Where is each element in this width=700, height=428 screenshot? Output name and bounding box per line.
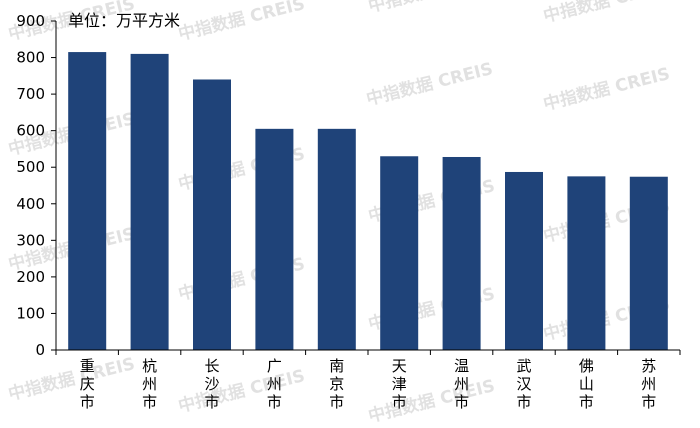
x-category-label: 广州市 [267,357,282,411]
bar-9 [629,176,668,350]
bar-3 [255,128,294,350]
x-category-label: 武汉市 [516,357,531,411]
watermark-text: 中指数据 CREIS [366,0,497,17]
y-tick-label: 0 [35,341,45,359]
y-tick-label: 800 [16,49,45,67]
bar-4 [317,128,356,350]
x-category-label: 天津市 [392,357,407,411]
x-category-label: 佛山市 [579,357,594,411]
bar-0 [68,52,107,350]
x-category-label: 温州市 [454,357,469,411]
x-axis-labels: 重庆市 杭州市 长沙市 广州市 南京市 天津市 温州市 武汉市 佛山市 苏州市 [80,357,657,411]
x-category-label: 重庆市 [80,357,95,411]
x-category-label: 杭州市 [142,357,157,411]
y-tick-label: 300 [16,231,45,249]
y-tick-label: 400 [16,195,45,213]
y-tick-label: 600 [16,122,45,140]
bar-5 [380,156,419,350]
bar-2 [193,79,231,351]
watermark-text: 中指数据 CREIS [176,365,307,417]
axes-group [55,21,681,355]
unit-label: 单位：万平方米 [68,11,180,30]
y-tick-label: 200 [16,268,45,286]
y-tick-label: 700 [16,85,45,103]
watermark-text: 中指数据 CREIS [176,0,307,45]
y-tick-label: 500 [16,158,45,176]
watermark-text: 中指数据 CREIS [366,375,497,427]
bars-group [68,52,668,351]
watermark-text: 中指数据 CREIS [541,0,672,27]
bar-8 [567,176,606,350]
x-category-label: 苏州市 [641,357,656,411]
watermark-text: 中指数据 CREIS [541,63,672,115]
x-category-label: 南京市 [329,357,344,411]
watermark-text: 中指数据 CREIS [364,58,495,110]
bar-7 [505,171,543,350]
bar-1 [130,53,169,351]
watermark-text: 中指数据 CREIS [6,353,137,405]
x-category-label: 长沙市 [204,357,219,411]
bar-6 [442,156,481,350]
y-tick-label: 100 [16,304,45,322]
y-tick-label: 900 [16,12,45,30]
y-axis-ticks: 0 100 200 300 400 500 600 700 800 900 [16,12,56,359]
